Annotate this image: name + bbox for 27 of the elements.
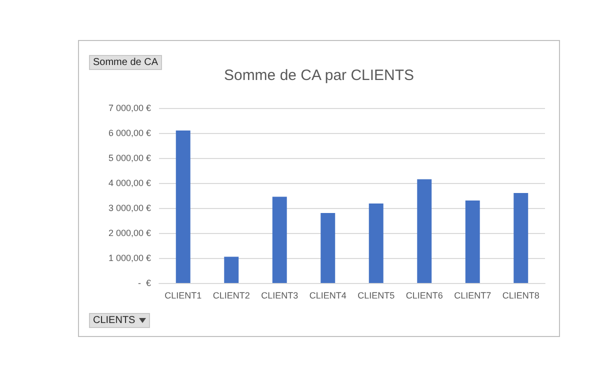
y-tick-label: 4 000,00 € bbox=[108, 178, 151, 188]
x-tick-label: CLIENT4 bbox=[309, 290, 346, 300]
bar bbox=[224, 256, 239, 283]
x-tick-label: CLIENT8 bbox=[502, 290, 540, 300]
bar bbox=[465, 200, 480, 283]
x-tick-label: CLIENT7 bbox=[454, 290, 492, 300]
bar bbox=[368, 204, 384, 283]
x-tick-label: CLIENT1 bbox=[164, 290, 202, 300]
bar bbox=[272, 196, 287, 283]
text: CLIENTS bbox=[93, 315, 136, 326]
bar bbox=[514, 193, 528, 283]
y-tick-label: 7 000,00 € bbox=[108, 103, 151, 113]
y-tick-label: 6 000,00 € bbox=[108, 128, 151, 138]
y-tick-label: - € bbox=[138, 278, 151, 288]
x-tick-label: CLIENT5 bbox=[358, 290, 395, 300]
chart-title: Somme de CA par CLIENTS bbox=[224, 67, 414, 84]
x-tick-label: CLIENT3 bbox=[261, 290, 298, 300]
y-tick-label: 5 000,00 € bbox=[108, 153, 151, 163]
bar bbox=[176, 130, 190, 283]
x-tick-label: CLIENT2 bbox=[212, 290, 250, 300]
y-tick-label: 3 000,00 € bbox=[108, 203, 151, 213]
text: Somme de CA bbox=[93, 57, 158, 68]
bar bbox=[320, 213, 336, 283]
y-tick-label: 1 000,00 € bbox=[108, 253, 151, 263]
bar bbox=[417, 179, 432, 283]
y-tick-label: 2 000,00 € bbox=[108, 228, 151, 238]
x-tick-label: CLIENT6 bbox=[406, 290, 443, 300]
